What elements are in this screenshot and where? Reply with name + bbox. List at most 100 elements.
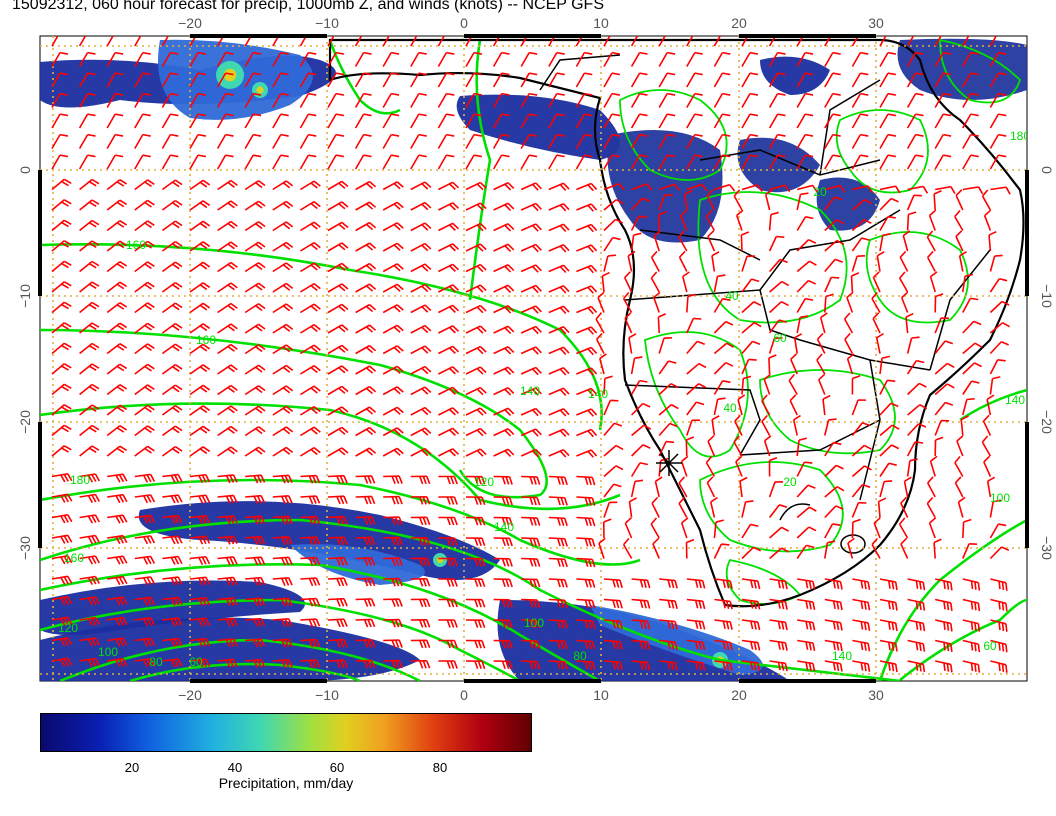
wind-barb	[189, 555, 211, 566]
contour-label: 180	[1010, 129, 1030, 143]
wind-barb	[245, 576, 266, 586]
wind-barb	[410, 242, 432, 252]
wind-barb	[162, 514, 183, 524]
wind-barb	[990, 639, 1008, 653]
contour-label: 60	[983, 639, 997, 653]
wind-barb	[548, 639, 568, 650]
wind-barb	[272, 200, 294, 211]
wind-barb	[300, 474, 321, 484]
wind-barb	[595, 312, 605, 334]
wind-barb	[134, 240, 155, 252]
wind-barb	[355, 221, 377, 232]
wind-barb	[576, 537, 596, 547]
wind-barb	[548, 496, 568, 506]
wind-barb	[713, 379, 731, 395]
wind-barb	[300, 556, 321, 566]
wind-barb	[900, 496, 909, 518]
wind-barb	[958, 250, 967, 272]
wind-barb	[768, 72, 786, 88]
wind-barb	[79, 445, 100, 457]
wind-barb	[575, 133, 593, 149]
wind-barb	[962, 186, 984, 195]
wind-barb	[851, 133, 869, 149]
wind-barb	[741, 255, 756, 272]
wind-barb	[576, 326, 598, 335]
wind-barb	[713, 519, 724, 539]
axis-bar	[739, 34, 876, 38]
wind-barb	[764, 189, 773, 211]
wind-barb	[299, 405, 321, 416]
wind-barb	[327, 365, 349, 375]
wind-barb	[189, 576, 211, 586]
wind-barb	[650, 250, 660, 272]
wind-barb	[658, 154, 676, 170]
wind-barb	[492, 113, 510, 129]
wind-barb	[161, 261, 183, 273]
wind-barb	[713, 543, 730, 559]
wind-barb	[216, 133, 234, 149]
wind-barb	[768, 36, 777, 47]
wind-barb	[382, 386, 404, 396]
wind-barb	[659, 598, 678, 609]
wind-barb	[272, 344, 294, 355]
wind-barb	[989, 254, 1003, 272]
contour-line	[468, 39, 492, 301]
wind-barb	[650, 517, 660, 539]
wind-barb	[79, 383, 100, 396]
wind-barb	[520, 448, 542, 458]
wind-barb	[603, 660, 623, 671]
wind-barb	[575, 113, 593, 129]
wind-barb	[989, 546, 1010, 560]
wind-barb	[189, 72, 207, 88]
wind-barb	[713, 342, 734, 355]
wind-barb	[768, 456, 778, 477]
wind-barb	[686, 293, 696, 313]
wind-barb	[954, 455, 964, 477]
wind-barb	[824, 578, 843, 590]
lon-tick-label-top: −20	[178, 15, 202, 31]
axis-bar	[190, 679, 327, 683]
wind-barb	[879, 639, 898, 652]
wind-barb	[107, 657, 128, 668]
wind-barb	[741, 154, 759, 170]
wind-barb	[438, 284, 460, 293]
wind-barb	[520, 202, 542, 212]
wind-barb	[741, 321, 762, 334]
lon-tick-label-top: −10	[315, 15, 339, 31]
wind-barb	[493, 305, 515, 314]
wind-barb	[438, 222, 460, 232]
wind-barb	[824, 258, 843, 273]
country-border	[639, 229, 761, 261]
wind-barb	[658, 382, 679, 396]
wind-barb	[272, 495, 293, 504]
wind-barb	[824, 523, 841, 539]
wind-barb	[355, 242, 377, 252]
wind-barb	[741, 113, 759, 129]
wind-barb	[161, 343, 183, 355]
wind-barb	[658, 403, 679, 416]
wind-barb	[354, 92, 372, 108]
wind-barb	[410, 365, 432, 375]
wind-barb	[851, 465, 872, 478]
wind-barb	[850, 272, 860, 293]
wind-barb	[217, 494, 238, 504]
wind-barb	[299, 113, 317, 129]
wind-barb	[796, 133, 814, 149]
lon-tick-label-bottom: 0	[460, 687, 468, 700]
wind-barb	[355, 475, 376, 484]
wind-barb	[382, 154, 400, 170]
wind-barb	[217, 384, 238, 396]
wind-barb	[769, 598, 788, 610]
wind-barb	[824, 36, 832, 47]
wind-barb	[161, 51, 179, 67]
wind-barb	[741, 72, 759, 88]
wind-barb	[438, 537, 458, 546]
wind-barb	[879, 660, 898, 673]
wind-barb	[851, 218, 872, 232]
wind-barb	[244, 221, 266, 232]
wind-barb	[383, 639, 403, 649]
wind-barb	[299, 446, 321, 457]
wind-barb	[658, 422, 678, 437]
wind-barb	[78, 113, 96, 129]
wind-barb	[768, 481, 784, 498]
